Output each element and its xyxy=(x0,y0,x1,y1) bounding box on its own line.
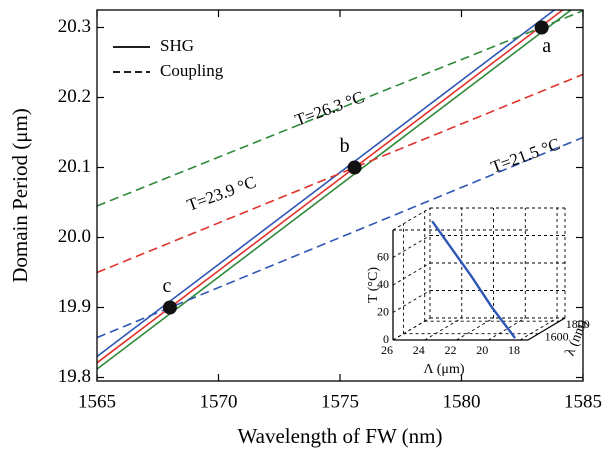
x-tick-label: 1585 xyxy=(564,391,602,412)
curve-3d xyxy=(431,220,516,339)
grid-line xyxy=(392,317,431,341)
y-tick-label: 19.9 xyxy=(58,296,91,317)
x-axis-label: Wavelength of FW (nm) xyxy=(238,424,443,448)
grid-line xyxy=(424,317,462,341)
point-label: b xyxy=(340,135,350,157)
z-tick-label: 0 xyxy=(383,332,389,346)
y-tick-label: 20.1 xyxy=(58,156,91,177)
grid-line xyxy=(392,235,431,258)
z-tick-label: 40 xyxy=(377,277,389,291)
y-tick-label: 1800 xyxy=(566,317,590,331)
x-tick-label: 24 xyxy=(413,343,425,357)
shg-line xyxy=(97,10,564,364)
z-axis-label: T (°C) xyxy=(366,267,381,303)
y-tick-label: 19.8 xyxy=(58,366,91,387)
shg-line xyxy=(97,10,556,358)
x-tick-label: 18 xyxy=(508,343,520,357)
legend-label: SHG xyxy=(160,36,194,55)
z-tick-label: 20 xyxy=(377,304,389,318)
x-tick-label: 20 xyxy=(476,343,488,357)
y-axis xyxy=(527,317,566,341)
coupling-line xyxy=(97,73,583,274)
shg-line xyxy=(97,10,573,370)
x-tick-label: 26 xyxy=(381,343,393,357)
grid-line xyxy=(392,290,431,313)
y-tick-label: 20.3 xyxy=(58,16,91,37)
point-label: a xyxy=(542,35,551,57)
x-tick-label: 1580 xyxy=(443,391,481,412)
legend-label: Coupling xyxy=(160,61,224,80)
grid-line xyxy=(392,262,431,286)
point xyxy=(347,160,362,175)
coupling-line xyxy=(97,10,583,207)
x-tick-label: 1575 xyxy=(321,391,359,412)
point xyxy=(534,20,549,35)
plot-lines xyxy=(97,10,583,370)
box-edge xyxy=(392,207,431,231)
grid-line xyxy=(519,317,558,341)
x-tick-label: 1565 xyxy=(78,391,116,412)
x-tick-label: 22 xyxy=(445,343,457,357)
point xyxy=(162,300,177,315)
y-tick-label: 20.0 xyxy=(58,226,91,247)
x-tick-label: 1570 xyxy=(200,391,238,412)
x-axis-label: Λ (μm) xyxy=(423,362,464,377)
z-tick-label: 60 xyxy=(377,249,389,263)
grid-line xyxy=(488,317,526,341)
y-tick-label: 20.2 xyxy=(58,86,91,107)
y-axis-label: Domain Period (μm) xyxy=(8,108,32,283)
point-label: c xyxy=(162,275,171,297)
coupling-line xyxy=(97,136,583,339)
grid-line xyxy=(456,317,494,341)
y-tick-label: 1600 xyxy=(545,329,569,343)
